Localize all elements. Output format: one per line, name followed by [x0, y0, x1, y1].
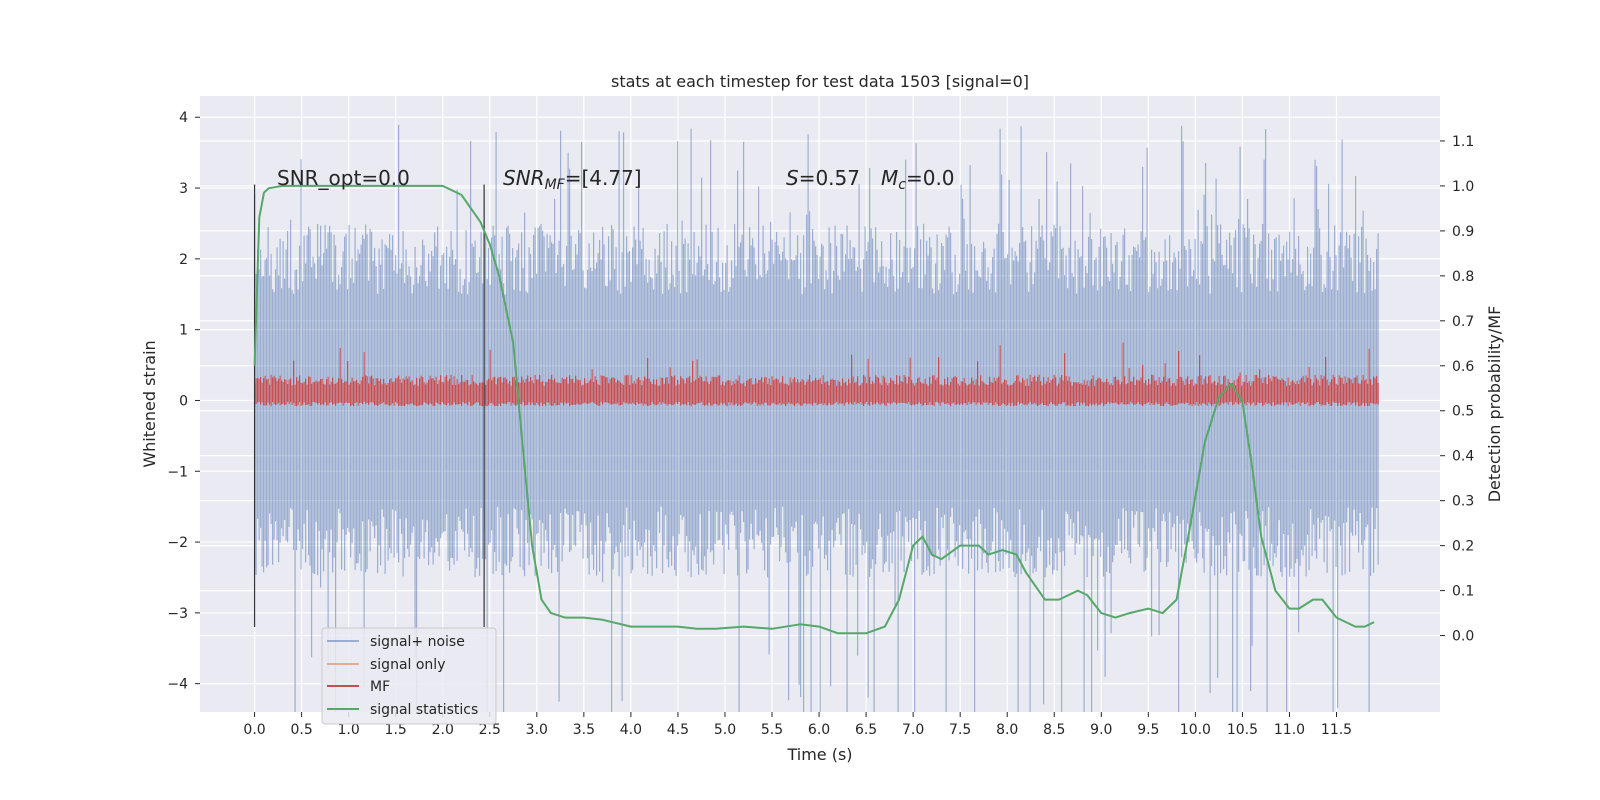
- annotation-mc-symbol: M: [881, 166, 898, 190]
- x-tick-label: 11.0: [1274, 722, 1305, 738]
- y2-tick-label: 0.6: [1452, 359, 1474, 375]
- series-signal-statistics: [253, 184, 1375, 635]
- x-axis-label: Time (s): [786, 745, 852, 764]
- y-tick-label: −4: [167, 677, 188, 693]
- y-tick-label: 3: [179, 181, 188, 197]
- legend-label-signal-statistics: signal statistics: [370, 702, 478, 718]
- x-tick-label: 0.0: [243, 722, 265, 738]
- legend-label-signal-noise: signal+ noise: [370, 634, 465, 650]
- y2-tick-label: 0.9: [1452, 224, 1474, 240]
- axis-ticks: 0.0 0.5 1.0 1.5 2.0 2.5 3.0 3.5 4.0 4.5 5.0 5.5 6.0 6…: [167, 110, 1474, 738]
- y2-tick-label: 0.1: [1452, 584, 1474, 600]
- x-tick-label: 11.5: [1321, 722, 1352, 738]
- annotation-mc-value: =0.0: [906, 166, 955, 190]
- y2-tick-label: 0.3: [1452, 494, 1474, 510]
- y2-tick-label: 0.7: [1452, 314, 1474, 330]
- x-tick-label: 3.5: [573, 722, 595, 738]
- y2-tick-label: 0.2: [1452, 539, 1474, 555]
- y2-tick-label: 1.1: [1452, 134, 1474, 150]
- x-tick-label: 9.0: [1090, 722, 1112, 738]
- y2-axis-label: Detection probability/MF: [1485, 306, 1504, 503]
- x-tick-label: 4.5: [667, 722, 689, 738]
- x-tick-label: 7.0: [902, 722, 924, 738]
- annotation-snr-mf: SNRMF=[4.77]: [503, 166, 642, 193]
- x-tick-label: 10.0: [1180, 722, 1211, 738]
- chart-title: stats at each timestep for test data 150…: [611, 72, 1029, 91]
- x-tick-label: 10.5: [1227, 722, 1258, 738]
- x-tick-label: 4.0: [620, 722, 642, 738]
- x-tick-label: 6.5: [855, 722, 877, 738]
- legend-box: [321, 627, 497, 725]
- y-tick-label: 4: [179, 110, 188, 126]
- y-tick-label: 2: [179, 252, 188, 268]
- legend-label-signal-only: signal only: [370, 657, 445, 673]
- y-tick-label: −2: [167, 535, 188, 551]
- y2-tick-label: 0.5: [1452, 404, 1474, 420]
- annotation-s: S=0.57: [786, 166, 860, 190]
- x-tick-label: 2.0: [432, 722, 454, 738]
- annotation-snr-mf-value: =[4.77]: [565, 166, 642, 190]
- annotations: SNR_opt=0.0 SNRMF=[4.77] S=0.57 Mc=0.0: [277, 166, 955, 193]
- y2-tick-label: 0.4: [1452, 449, 1474, 465]
- annotation-s-symbol: S: [786, 166, 799, 190]
- x-tick-label: 6.0: [808, 722, 830, 738]
- y2-tick-label: 0.0: [1452, 629, 1474, 645]
- x-tick-label: 7.5: [949, 722, 971, 738]
- annotation-snr-mf-symbol: SNR: [503, 166, 545, 190]
- x-tick-label: 5.5: [761, 722, 783, 738]
- x-tick-label: 0.5: [290, 722, 312, 738]
- plot-layer: [253, 124, 1379, 712]
- y2-tick-label: 1.0: [1452, 179, 1474, 195]
- legend-label-mf: MF: [370, 679, 390, 695]
- x-tick-label: 2.5: [479, 722, 501, 738]
- y-tick-label: −1: [167, 464, 188, 480]
- x-tick-label: 8.5: [1043, 722, 1065, 738]
- x-tick-label: 3.0: [526, 722, 548, 738]
- annotation-s-value: =0.57: [799, 166, 860, 190]
- x-tick-label: 8.0: [996, 722, 1018, 738]
- annotation-mc: Mc=0.0: [881, 166, 955, 193]
- annotation-snr-opt: SNR_opt=0.0: [277, 166, 410, 190]
- annotation-snr-mf-subscript: MF: [545, 177, 566, 193]
- y2-tick-label: 0.8: [1452, 269, 1474, 285]
- y-tick-label: 1: [179, 323, 188, 339]
- legend: signal+ noise signal only MF signal stat…: [321, 627, 497, 725]
- x-tick-label: 9.5: [1137, 722, 1159, 738]
- y-tick-label: 0: [179, 393, 188, 409]
- y-tick-label: −3: [167, 606, 188, 622]
- x-tick-label: 1.5: [385, 722, 407, 738]
- annotation-mc-subscript: c: [898, 177, 906, 193]
- y-axis-label: Whitened strain: [140, 340, 159, 467]
- x-tick-label: 1.0: [338, 722, 360, 738]
- x-tick-label: 5.0: [714, 722, 736, 738]
